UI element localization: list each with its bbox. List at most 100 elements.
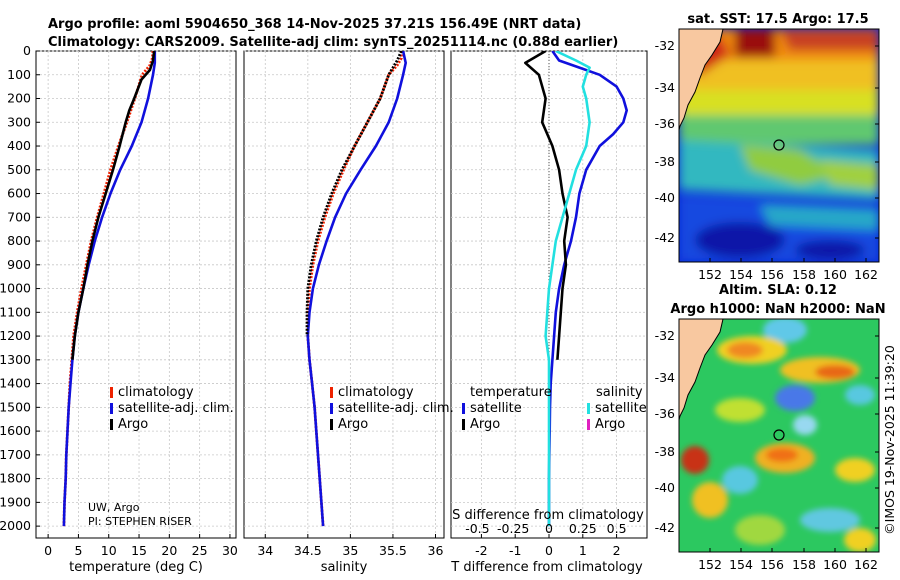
map-y-tick-label: -42 [655,230,675,245]
argo-location-marker [773,139,785,151]
difference-plot [524,51,628,538]
map-x-tick-label: 162 [854,267,878,282]
map-x-tick-label: 154 [729,267,753,282]
map-x-tick-label: 152 [698,267,722,282]
x-tick-label: 34.5 [294,543,322,558]
difference-xlabel-top: S difference from climatology [452,508,644,523]
series-salinity-satellite [544,51,591,527]
legend-temp-argo: Argo [470,417,500,432]
argo-location-marker [773,429,785,441]
legend-satellite: satellite-adj. clim. [338,401,454,416]
title-line2: Climatology: CARS2009. Satellite-adj cli… [48,35,618,50]
x-tick-label: 1 [579,543,587,558]
x2-tick-label: -0.5 [465,521,489,536]
difference-legend: temperature satellite Argo salinity sate… [462,385,647,432]
difference-xlabel: T difference from climatology [450,560,643,575]
sla-land-mask [679,319,724,421]
x-tick-label: -2 [475,543,487,558]
y-tick-label: 500 [7,162,31,177]
title-line1: Argo profile: aoml 5904650_368 14-Nov-20… [48,17,581,32]
legend-climatology: climatology [338,385,414,400]
difference-ticks: -2 -1 0 1 2 -0.5 -0.25 0 0.25 0.5 [465,521,626,558]
legend-marker-temp-argo [462,419,465,430]
temperature-ticks: 0 5 10 15 20 25 30 [44,534,238,558]
legend-temperature-title: temperature [470,385,552,400]
x2-tick-label: 0 [545,521,553,536]
y-tick-label: 1700 [0,447,31,462]
legend-sal-argo: Argo [595,417,625,432]
map-y-tick-label: -32 [655,328,675,343]
y-tick-label: 1500 [0,399,31,414]
series-argo [71,51,156,360]
series-argo [305,51,403,337]
sst-map-title: sat. SST: 17.5 Argo: 17.5 [687,12,868,27]
map-x-tick-label: 162 [854,557,878,572]
salinity-grid [244,50,444,538]
map-y-tick-label: -34 [655,370,675,385]
axes-frame [243,50,445,539]
imos-timestamp: ©IMOS 19-Nov-2025 11:39:20 [882,345,897,535]
y-tick-label: 1600 [0,423,31,438]
y-tick-label: 1900 [0,494,31,509]
legend-sal-satellite: satellite [595,401,647,416]
y-tick-label: 900 [7,257,31,272]
y-tick-label: 0 [23,43,31,58]
map-x-tick-label: 160 [823,267,847,282]
annotation-pi: PI: STEPHEN RISER [88,515,192,528]
x-tick-label: 30 [222,543,238,558]
x-tick-label: 20 [161,543,177,558]
map-x-tick-label: 156 [760,267,784,282]
y-tick-label: 800 [7,233,31,248]
legend-marker-argo [330,419,333,430]
legend-marker-climatology [330,387,333,398]
y-tick-label: 1800 [0,471,31,486]
sst-land-mask [679,29,724,131]
y-tick-label: 2000 [0,518,31,533]
depth-ticks: 0 100 200 300 400 500 600 700 800 900 1000 1100 1200… [0,43,40,533]
salinity-plot [305,51,407,527]
x-tick-label: 34 [257,543,273,558]
y-tick-label: 1100 [0,304,31,319]
y-tick-label: 300 [7,114,31,129]
x-tick-label: 2 [613,543,621,558]
map-y-tick-label: -32 [655,38,675,53]
map-y-tick-label: -40 [655,480,675,495]
y-tick-label: 1300 [0,352,31,367]
sla-map [679,319,879,552]
legend-marker-satellite [330,403,333,414]
salinity-ticks: 34 34.5 35 35.5 36 [257,534,443,558]
sst-map [679,29,879,262]
sst-map-ticks: -32 -34 -36 -38 -40 -42 152 154 156 158 160 162 [655,38,879,282]
map-y-tick-label: -34 [655,80,675,95]
annotation-uw: UW, Argo [88,501,140,514]
map-y-tick-label: -40 [655,190,675,205]
x-tick-label: -1 [509,543,521,558]
series-satellite-adj-clim- [306,51,407,527]
map-x-tick-label: 158 [792,557,816,572]
legend-marker-sal-argo [587,419,590,430]
sla-map-title1: Altim. SLA: 0.12 [719,283,837,298]
salinity-xlabel: salinity [321,560,368,575]
map-y-tick-label: -38 [655,154,675,169]
x2-tick-label: 0.5 [607,521,627,536]
x2-tick-label: -0.25 [497,521,529,536]
y-tick-label: 100 [7,67,31,82]
map-x-tick-label: 160 [823,557,847,572]
map-x-tick-label: 158 [792,267,816,282]
temperature-plot [62,51,157,527]
y-tick-label: 600 [7,186,31,201]
legend-marker-temp-satellite [462,403,465,414]
x-tick-label: 0 [44,543,52,558]
legend-marker-satellite [110,403,113,414]
x-tick-label: 36 [428,543,444,558]
map-y-tick-label: -38 [655,444,675,459]
x-tick-label: 25 [192,543,208,558]
map-x-tick-label: 154 [729,557,753,572]
y-tick-label: 200 [7,91,31,106]
x-tick-label: 15 [131,543,147,558]
legend-argo: Argo [118,417,148,432]
temperature-xlabel: temperature (deg C) [69,560,203,575]
sla-map-title2: Argo h1000: NaN h2000: NaN [670,302,885,317]
map-x-tick-label: 156 [760,557,784,572]
